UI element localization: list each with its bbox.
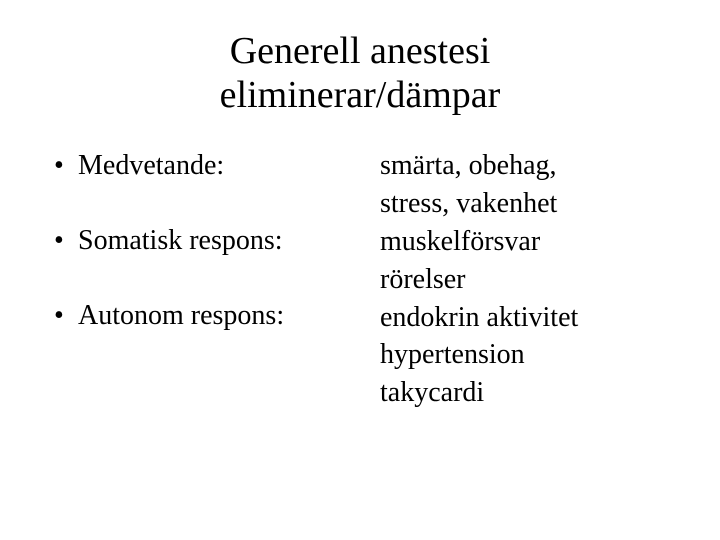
list-item: • Autonom respons: <box>50 297 380 335</box>
list-item-label: Somatisk respons: <box>78 222 380 260</box>
right-text-line: smärta, obehag, <box>380 147 670 185</box>
slide-body: • Medvetande: • Somatisk respons: • Auto… <box>50 147 670 412</box>
right-text-line: rörelser <box>380 261 670 299</box>
bullet-icon: • <box>50 222 78 260</box>
list-item: • Medvetande: <box>50 147 380 185</box>
title-line-1: Generell anestesi <box>230 30 491 72</box>
bullet-icon: • <box>50 297 78 335</box>
list-item: • Somatisk respons: <box>50 222 380 260</box>
left-column: • Medvetande: • Somatisk respons: • Auto… <box>50 147 380 412</box>
right-text-line: muskelförsvar <box>380 223 670 261</box>
title-line-2: eliminerar/dämpar <box>220 74 501 116</box>
list-item-label: Autonom respons: <box>78 297 380 335</box>
right-column: smärta, obehag, stress, vakenhet muskelf… <box>380 147 670 412</box>
spacer <box>50 260 380 297</box>
right-text-line: endokrin aktivitet <box>380 299 670 337</box>
right-text-line: stress, vakenhet <box>380 185 670 223</box>
right-text-line: hypertension <box>380 336 670 374</box>
spacer <box>50 185 380 222</box>
bullet-icon: • <box>50 147 78 185</box>
slide-title: Generell anestesi eliminerar/dämpar <box>50 30 670 117</box>
list-item-label: Medvetande: <box>78 147 380 185</box>
right-text-line: takycardi <box>380 374 670 412</box>
